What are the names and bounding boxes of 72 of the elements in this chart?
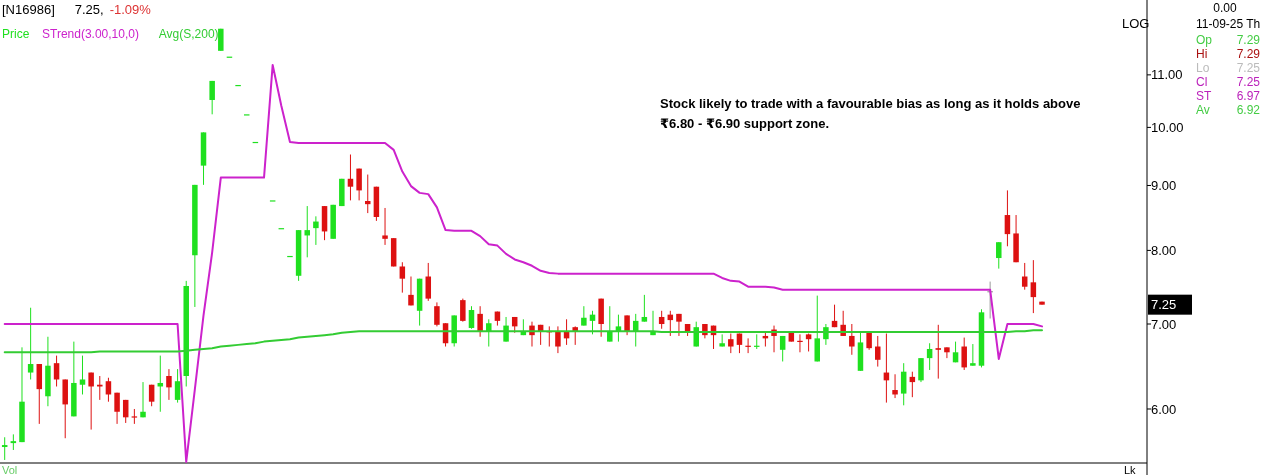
candlestick <box>944 346 950 359</box>
annotation: -1.09% <box>109 2 152 17</box>
text: Hi 7.29 <box>1196 47 1260 61</box>
candlestick <box>918 357 924 383</box>
candlestick <box>425 262 432 302</box>
candlestick <box>114 392 120 425</box>
candlestick <box>555 325 561 354</box>
candlestick <box>875 335 881 368</box>
text: Cl 7.25 <box>1196 75 1260 89</box>
candlestick <box>779 335 786 362</box>
text: LOG <box>1122 16 1150 31</box>
candlestick <box>650 310 656 336</box>
text: Vol <box>2 464 18 475</box>
candlestick <box>434 301 440 327</box>
candlestick <box>88 372 94 431</box>
y-tick-label: 11.00 <box>1151 67 1183 83</box>
candlestick <box>1030 259 1037 314</box>
candlestick <box>693 321 699 348</box>
text: 11-09-25 Th <box>1196 17 1261 31</box>
candlestick <box>27 307 34 380</box>
y-tick-label: 8.00 <box>1151 242 1177 258</box>
candlestick <box>926 342 933 371</box>
line-series <box>3 63 1043 463</box>
candlestick <box>174 368 181 404</box>
text: Lk <box>1124 464 1137 475</box>
candlestick <box>140 381 146 418</box>
candlestick <box>347 154 354 201</box>
candlestick <box>1004 189 1011 247</box>
annotation: 7.25, <box>74 2 104 17</box>
candlestick <box>166 368 172 401</box>
candlestick <box>970 343 976 367</box>
candlestick <box>1 436 8 461</box>
candlestick <box>814 295 820 362</box>
candlestick <box>468 305 475 330</box>
candlestick <box>79 355 86 395</box>
candlestick <box>477 305 483 338</box>
text: Lo 7.25 <box>1196 61 1260 75</box>
candlestick <box>900 362 907 406</box>
annotation: Stock likely to trade with a favourable bias as long as it holds above ₹6.80 - ₹6.90 support zone. <box>660 96 1081 131</box>
candlestick <box>892 373 898 399</box>
text: ST 6.97 <box>1196 89 1260 103</box>
text: Av 6.92 <box>1196 103 1260 117</box>
text: Op 7.29 <box>1196 33 1260 47</box>
text: Price <box>2 27 30 41</box>
y-tick-label: 7.00 <box>1151 316 1177 332</box>
candlestick <box>641 294 648 323</box>
text: 0.00 <box>1213 1 1237 15</box>
candlestick <box>849 323 855 356</box>
y-tick-label: 9.00 <box>1151 178 1177 194</box>
text: Avg(S,200) <box>158 27 219 41</box>
candlestick <box>209 80 215 115</box>
candlestick <box>728 333 734 354</box>
candlestick <box>607 305 613 343</box>
candlestick <box>399 261 406 294</box>
candlestick <box>935 324 942 380</box>
candlestick <box>961 337 967 371</box>
text: 7.25 <box>1151 297 1177 313</box>
candlestick <box>581 305 587 327</box>
y-tick-label: 6.00 <box>1151 401 1177 417</box>
candlestick <box>408 276 414 306</box>
candlestick <box>365 174 371 214</box>
chart-title: [N16986] <box>2 2 55 17</box>
y-tick-label: 10.00 <box>1151 119 1184 135</box>
candlestick <box>624 314 630 336</box>
text: STrend(3.00,10,0) <box>42 27 139 41</box>
candlestick <box>996 241 1002 270</box>
candlestick <box>313 215 319 246</box>
candlestick <box>382 207 388 246</box>
candlestick <box>356 168 362 201</box>
candlestick <box>304 205 310 258</box>
candlestick <box>503 316 509 343</box>
candlestick <box>460 298 466 323</box>
